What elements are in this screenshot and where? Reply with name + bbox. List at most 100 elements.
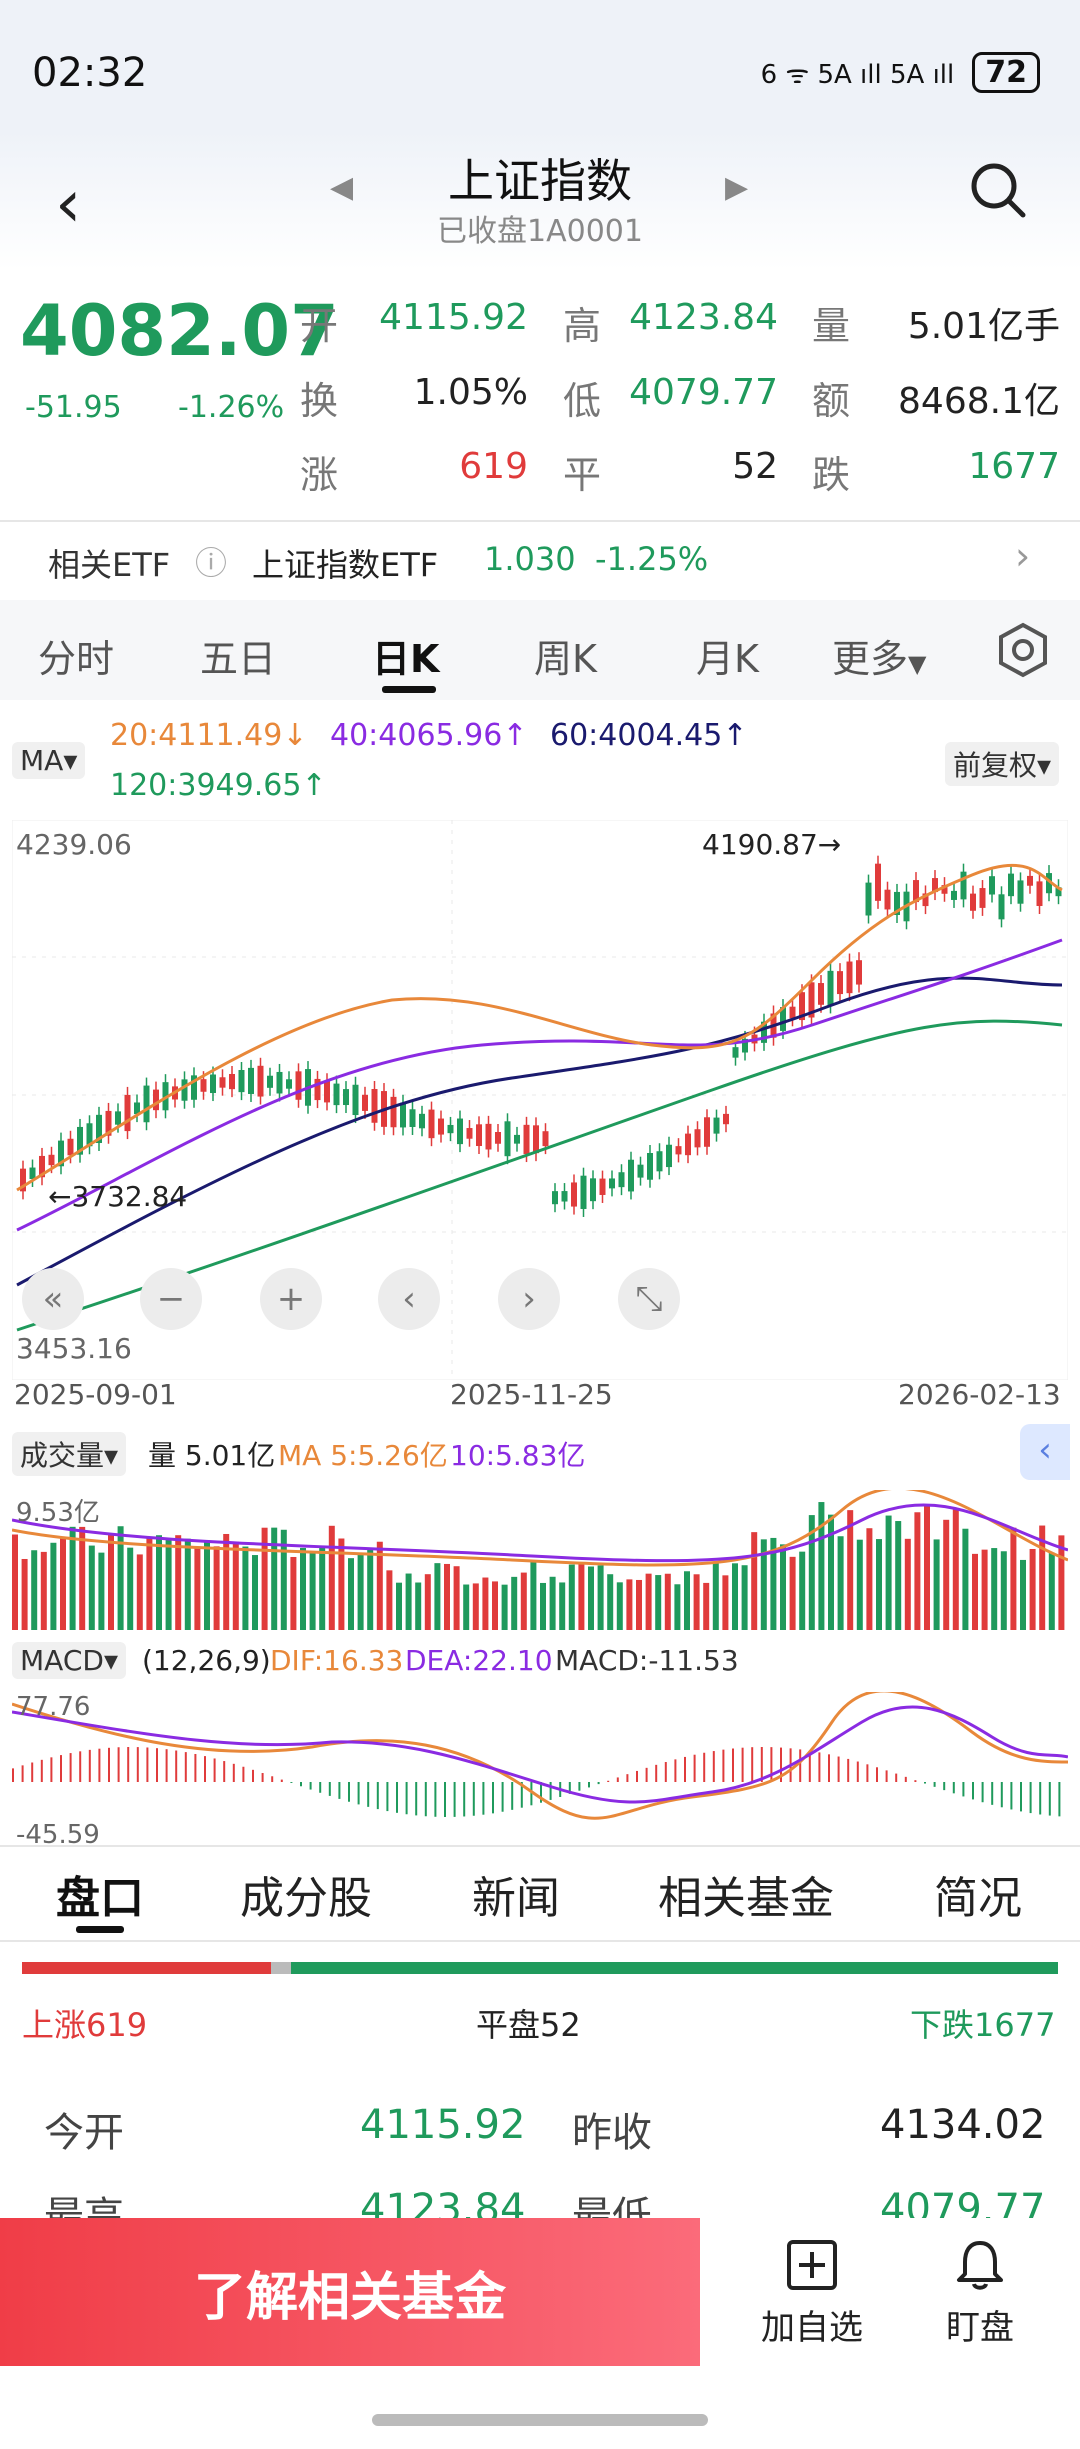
back-icon[interactable]: ‹	[55, 165, 82, 242]
candle-body	[618, 1172, 625, 1188]
candle-body	[647, 1153, 653, 1180]
volume-bar	[492, 1581, 498, 1630]
fullscreen-button[interactable]: ⤡	[618, 1268, 680, 1330]
candle-body	[191, 1075, 197, 1100]
tab-more[interactable]: 更多▼	[832, 628, 926, 683]
candle-body	[818, 983, 824, 1005]
label-down: 跌	[812, 453, 851, 497]
candle-body	[628, 1159, 634, 1192]
macd-bar	[751, 1747, 754, 1782]
candle-body	[390, 1096, 397, 1128]
macd-svg	[11, 1689, 1069, 1820]
tab-5day[interactable]: 五日	[200, 637, 277, 681]
tab-monthly-k[interactable]: 月K	[696, 637, 759, 681]
label-low: 低	[563, 379, 602, 423]
candle-body	[485, 1123, 492, 1150]
macd-selector[interactable]: MACD▾	[12, 1642, 126, 1679]
search-icon[interactable]	[968, 160, 1028, 220]
macd-bar	[165, 1749, 168, 1782]
etf-name: 上证指数ETF	[252, 546, 439, 584]
info-icon[interactable]: ⓘ	[195, 544, 228, 582]
settings-icon[interactable]	[995, 622, 1051, 678]
macd-bar	[1039, 1782, 1042, 1815]
volume-bar	[146, 1538, 153, 1630]
candle-body	[286, 1079, 292, 1089]
volume-bar	[472, 1583, 479, 1630]
volume-bar	[232, 1541, 239, 1630]
candle-body	[153, 1089, 159, 1111]
adjust-label: 前复权	[953, 749, 1038, 782]
candle-body	[561, 1191, 568, 1202]
macd-bar	[732, 1748, 734, 1782]
candle-body	[238, 1070, 245, 1093]
zoom-out-button[interactable]: −	[140, 1268, 202, 1330]
candle-body	[219, 1077, 226, 1088]
ma120-line	[16, 1019, 1063, 1332]
macd-bar	[386, 1782, 389, 1812]
macd-bar	[741, 1747, 744, 1782]
volume-bar	[290, 1556, 297, 1630]
tab-related-funds[interactable]: 相关基金	[658, 1873, 834, 1924]
next-stock-icon[interactable]: ▶	[725, 170, 749, 205]
learn-funds-button[interactable]: 了解相关基金	[0, 2218, 700, 2366]
candle-body	[115, 1111, 121, 1125]
volume-selector-label: 成交量	[20, 1439, 105, 1472]
candle-body	[542, 1131, 549, 1147]
ma-selector[interactable]: MA▾	[12, 742, 86, 779]
zoom-in-button[interactable]: +	[260, 1268, 322, 1330]
candle-body	[229, 1073, 235, 1090]
candle-body	[495, 1131, 501, 1144]
add-watchlist-label: 加自选	[761, 2308, 863, 2348]
ma40-value: 40:4065.96↑	[330, 718, 528, 753]
scroll-right-button[interactable]: ›	[498, 1268, 560, 1330]
volume-bar	[818, 1502, 825, 1630]
candle-body	[656, 1151, 663, 1172]
zoom-reset-button[interactable]: «	[22, 1268, 84, 1330]
adjust-selector[interactable]: 前复权▾	[945, 742, 1060, 786]
macd-bar	[501, 1782, 504, 1812]
volume-bar	[636, 1579, 642, 1630]
breadth-up-label: 上涨619	[22, 2006, 148, 2044]
volume-selector[interactable]: 成交量▾	[12, 1432, 127, 1476]
macd-bar	[588, 1782, 590, 1788]
macd-bar	[492, 1782, 494, 1814]
candle-body	[609, 1178, 615, 1189]
collapse-panel-button[interactable]: ‹	[1020, 1424, 1070, 1480]
macd-bar	[463, 1782, 466, 1817]
macd-bar	[895, 1773, 898, 1782]
macd-bar	[818, 1752, 821, 1782]
add-watchlist-button[interactable]: 加自选	[752, 2238, 872, 2349]
volume-bar	[904, 1538, 911, 1630]
header	[0, 130, 1080, 270]
macd-bar	[69, 1753, 72, 1782]
etf-row[interactable]: 相关ETF ⓘ 上证指数ETF 1.030 -1.25% ›	[0, 530, 1080, 592]
watch-button[interactable]: 盯盘	[920, 2238, 1040, 2349]
volume-bar	[79, 1526, 86, 1630]
kline-max-label: 4239.06	[16, 828, 132, 861]
macd-bar	[972, 1782, 974, 1800]
scroll-left-button[interactable]: ‹	[378, 1268, 440, 1330]
macd-selector-label: MACD	[20, 1644, 104, 1677]
tab-weekly-k[interactable]: 周K	[534, 637, 597, 681]
tab-intraday[interactable]: 分时	[38, 637, 115, 681]
candle-body	[865, 882, 872, 916]
price-change: -51.95	[25, 390, 122, 425]
volume-bar	[952, 1509, 959, 1630]
macd-bar	[540, 1782, 542, 1803]
prev-stock-icon[interactable]: ◀	[330, 170, 354, 205]
macd-bar	[31, 1762, 34, 1782]
tab-order-book[interactable]: 盘口	[56, 1873, 144, 1924]
tab-daily-k[interactable]: 日K	[372, 637, 440, 681]
macd-bar	[1000, 1782, 1003, 1808]
tab-news[interactable]: 新闻	[472, 1873, 560, 1924]
label-flat: 平	[563, 453, 602, 497]
tab-profile[interactable]: 简况	[934, 1873, 1022, 1924]
candle-body	[105, 1110, 112, 1136]
volume-bar	[674, 1584, 681, 1630]
label-turnover: 换	[300, 379, 339, 423]
volume-bar	[396, 1582, 402, 1630]
volume-bar	[1058, 1535, 1065, 1630]
macd-bar	[223, 1761, 226, 1782]
candle-body	[362, 1094, 368, 1111]
tab-constituents[interactable]: 成分股	[240, 1873, 372, 1924]
